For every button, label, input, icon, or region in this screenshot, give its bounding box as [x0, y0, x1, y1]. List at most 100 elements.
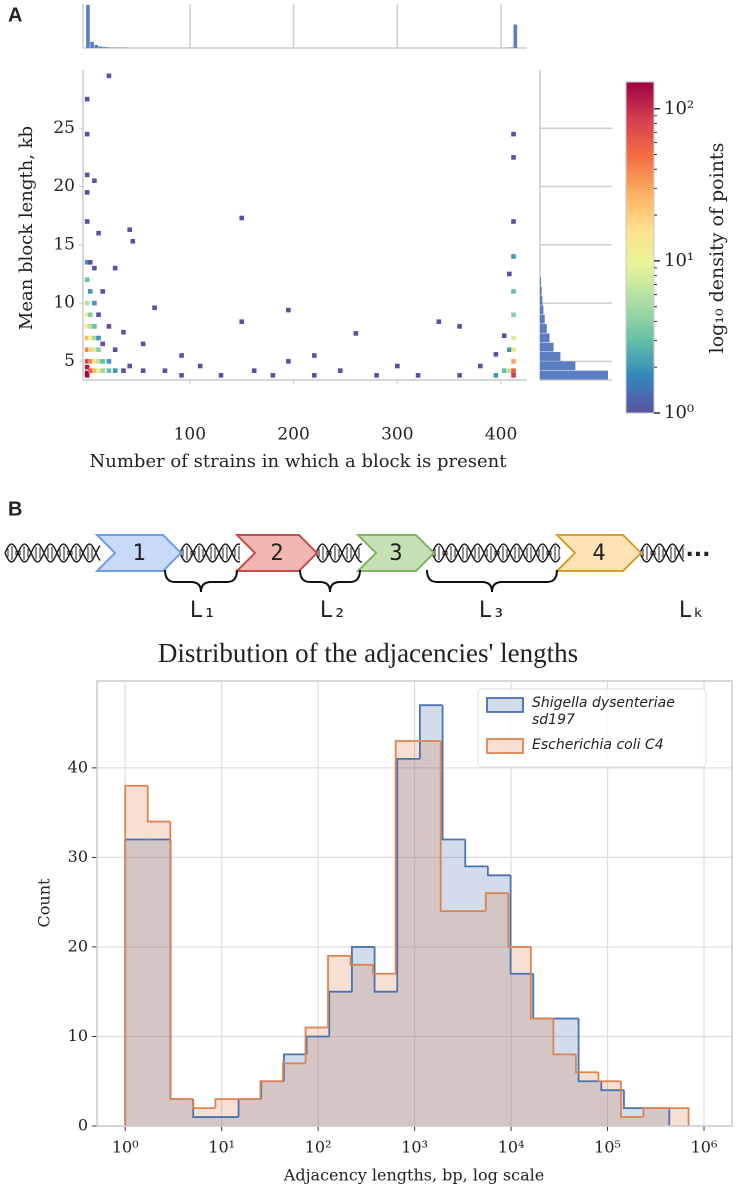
block-label: 4 — [592, 541, 605, 566]
density-cell — [140, 341, 146, 347]
histogram-bar — [215, 1099, 238, 1126]
histogram-bar — [646, 1108, 670, 1126]
histogram-bar — [373, 973, 396, 1126]
density-cell — [239, 319, 245, 325]
density-cell — [507, 271, 512, 277]
histogram-step — [509, 875, 534, 975]
colorbar-label: log₁₀ density of points — [706, 143, 728, 354]
density-cell — [511, 254, 516, 259]
histogram-bar — [620, 1117, 644, 1126]
histogram-bar — [350, 964, 374, 1126]
helix-strand — [431, 543, 561, 563]
ellipsis: ... — [685, 537, 710, 562]
brace — [164, 569, 238, 593]
histogram-bar — [463, 911, 486, 1126]
density-cell — [87, 335, 93, 341]
histogram-bar — [237, 1099, 261, 1126]
density-cell — [457, 324, 462, 329]
colorbar-tick-label: 10¹ — [664, 250, 694, 271]
histogram-bar — [533, 1018, 556, 1126]
histogram-bar — [125, 839, 148, 1126]
panel-label: B — [8, 498, 22, 520]
density-cell — [92, 335, 97, 341]
histogram-bar — [575, 1072, 599, 1126]
helix-strand — [4, 543, 101, 563]
gap-label: Lₖ — [679, 598, 706, 623]
density-cell — [353, 331, 359, 336]
density-cell — [84, 219, 90, 224]
helix-strand — [179, 543, 241, 563]
marginal-bar — [540, 352, 561, 361]
density-cell — [511, 347, 516, 352]
histogram-bar — [329, 991, 352, 1126]
legend-swatch — [486, 738, 524, 754]
legend-box — [477, 688, 707, 768]
histogram-step — [372, 964, 396, 975]
density-cell — [106, 368, 112, 373]
marginal-bar — [86, 5, 90, 48]
histogram-step — [532, 973, 556, 1020]
density-cell — [84, 359, 90, 364]
histogram-bar — [215, 1117, 239, 1126]
density-cell — [84, 131, 90, 137]
panel-label: A — [8, 4, 22, 26]
density-cell — [121, 368, 126, 373]
histogram-step — [169, 821, 193, 1101]
histogram-bar — [510, 973, 534, 1126]
y-tick-label: 40 — [68, 757, 88, 776]
density-cell — [100, 341, 106, 347]
block-label: 1 — [132, 541, 145, 566]
density-cell — [337, 368, 343, 373]
y-tick-label: 0 — [78, 1116, 88, 1135]
histogram-step — [577, 1018, 602, 1083]
density-cell — [501, 368, 507, 373]
histogram-bar — [530, 1018, 554, 1126]
y-tick-label: 30 — [68, 847, 88, 866]
marginal-bar — [540, 361, 576, 371]
histogram-bar — [282, 1063, 306, 1126]
x-tick-label: 300 — [381, 425, 413, 445]
density-cell — [511, 368, 516, 373]
histogram-bar — [598, 1081, 621, 1126]
density-cell — [106, 324, 112, 329]
x-tick-label: 10⁰ — [112, 1138, 139, 1157]
density-cell — [92, 359, 97, 364]
density-cell — [251, 368, 257, 373]
marginal-bar — [540, 370, 608, 380]
legend-label: Shigella dysenteriae sd197 — [532, 695, 675, 728]
histogram-step — [304, 1026, 329, 1064]
dna-helix — [4, 543, 685, 563]
braces — [164, 569, 558, 593]
histogram-bar — [508, 946, 531, 1126]
helix-strand — [639, 543, 685, 563]
chart-title: Distribution of the adjacencies' lengths — [158, 638, 578, 668]
histogram-bar — [440, 911, 464, 1126]
histogram-bar — [487, 875, 511, 1126]
x-tick-label: 400 — [485, 425, 517, 445]
histogram-step — [349, 955, 374, 966]
marginal-bar — [102, 46, 107, 48]
density-cell — [87, 347, 93, 352]
density-cell — [87, 289, 93, 294]
density-cell — [87, 368, 93, 373]
density-cell — [140, 368, 146, 373]
density-cell — [493, 373, 499, 378]
histogram-bar — [306, 1036, 330, 1126]
y-tick-label: 5 — [64, 351, 75, 371]
density-cell — [511, 359, 516, 364]
histogram-step — [484, 892, 509, 912]
density-cell — [84, 324, 90, 329]
density-cell — [92, 324, 97, 329]
histogram-step — [507, 893, 531, 948]
y-axis-label: Mean block length, kb — [16, 126, 37, 330]
density-cell — [84, 190, 90, 195]
density-cell — [96, 347, 101, 352]
density-cell — [511, 131, 516, 137]
histogram-bar — [351, 946, 375, 1126]
x-tick-label: 10⁵ — [594, 1138, 621, 1157]
helix-strand — [315, 543, 362, 563]
histogram-bar — [305, 1027, 329, 1126]
gap-label: L₃ — [479, 598, 506, 623]
histogram-bar — [553, 1054, 576, 1126]
density-cell — [96, 335, 101, 341]
